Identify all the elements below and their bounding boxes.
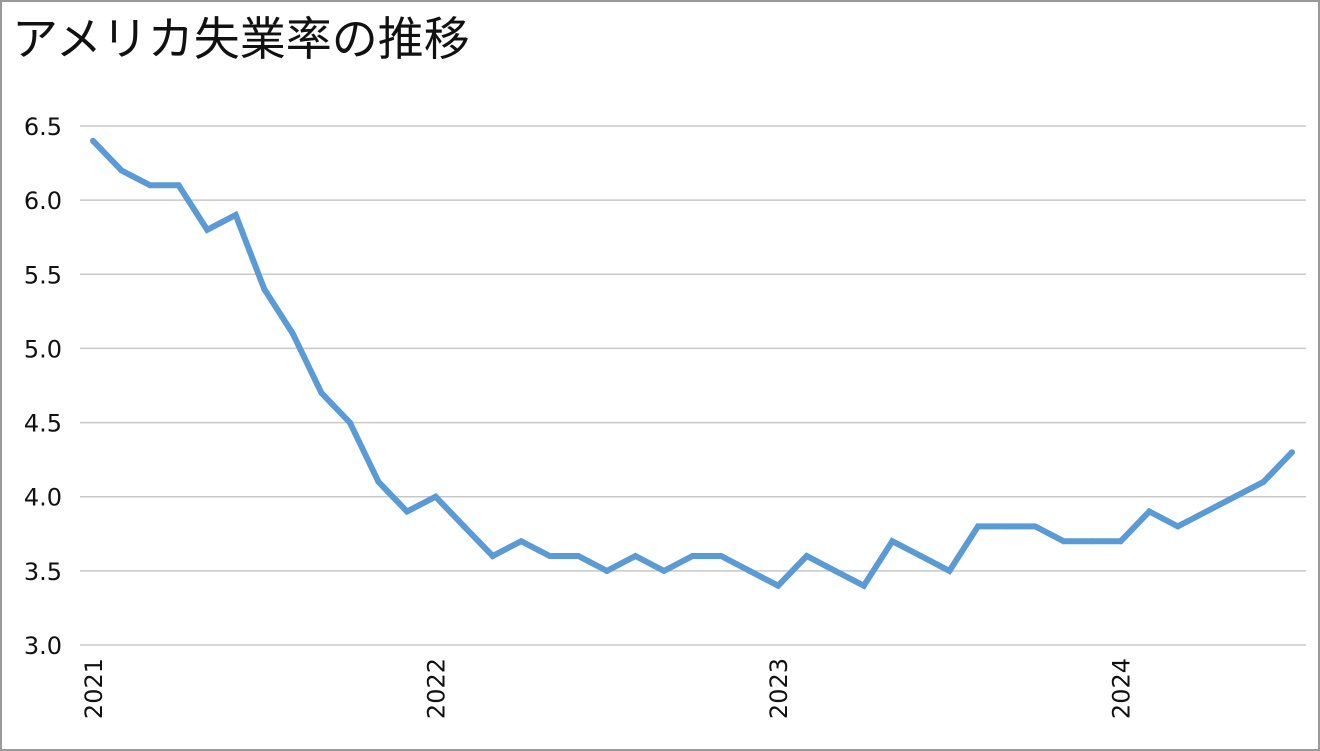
y-tick-label: 5.0	[24, 335, 62, 363]
series-layer	[90, 137, 1295, 590]
data-point	[518, 538, 525, 545]
data-point	[404, 508, 410, 515]
y-axis-tick-labels: 6.5 6.0 5.5 5.0 4.5 4.0 3.5 3.0	[24, 113, 62, 660]
data-point	[632, 553, 639, 559]
data-point	[746, 567, 753, 574]
data-point	[946, 567, 953, 574]
data-point	[803, 553, 810, 559]
y-tick-label: 3.0	[24, 632, 62, 660]
data-point	[860, 582, 867, 589]
y-tick-label: 6.5	[24, 113, 62, 141]
data-point	[1203, 508, 1210, 515]
data-point	[775, 582, 782, 589]
data-point	[917, 553, 924, 559]
data-point	[1174, 523, 1181, 530]
data-point	[603, 567, 610, 574]
data-point	[1146, 508, 1153, 515]
x-tick-label: 2024	[1108, 658, 1136, 719]
x-tick-label: 2022	[423, 658, 451, 719]
x-tick-label: 2023	[765, 658, 793, 719]
data-point	[718, 553, 724, 559]
data-point	[689, 553, 696, 559]
data-point	[232, 212, 239, 218]
data-point	[1003, 523, 1010, 530]
data-point	[1231, 493, 1238, 500]
data-point	[289, 330, 296, 337]
x-tick-label: 2021	[80, 658, 108, 719]
y-tick-label: 3.5	[24, 558, 62, 586]
data-point	[118, 167, 125, 174]
data-point	[546, 553, 553, 559]
data-point	[1032, 523, 1039, 530]
data-point	[1060, 538, 1067, 545]
data-point	[261, 286, 268, 293]
data-point	[1260, 478, 1267, 485]
data-point	[175, 182, 182, 189]
data-point	[489, 553, 496, 559]
data-point	[1289, 449, 1295, 456]
gridlines	[80, 125, 1306, 646]
x-axis-tick-labels: 2021 2022 2023 2024	[80, 658, 1136, 719]
data-point	[975, 523, 981, 530]
y-tick-label: 4.5	[24, 410, 62, 438]
unemployment-rate-line	[90, 138, 1295, 590]
data-point	[1117, 538, 1124, 545]
data-point	[661, 567, 667, 574]
data-point	[147, 182, 154, 189]
chart-title: アメリカ失業率の推移	[12, 12, 470, 66]
y-tick-label: 5.5	[24, 261, 62, 289]
data-point	[432, 493, 439, 500]
data-point	[575, 553, 582, 559]
data-point	[461, 523, 468, 530]
y-tick-label: 6.0	[24, 187, 62, 215]
data-point	[375, 478, 382, 485]
data-point	[889, 538, 896, 545]
data-point	[318, 389, 325, 396]
data-point	[346, 419, 353, 426]
data-point	[1089, 538, 1096, 545]
data-point	[832, 567, 839, 574]
data-point	[204, 226, 211, 233]
y-tick-label: 4.0	[24, 484, 62, 512]
data-point	[90, 137, 96, 144]
